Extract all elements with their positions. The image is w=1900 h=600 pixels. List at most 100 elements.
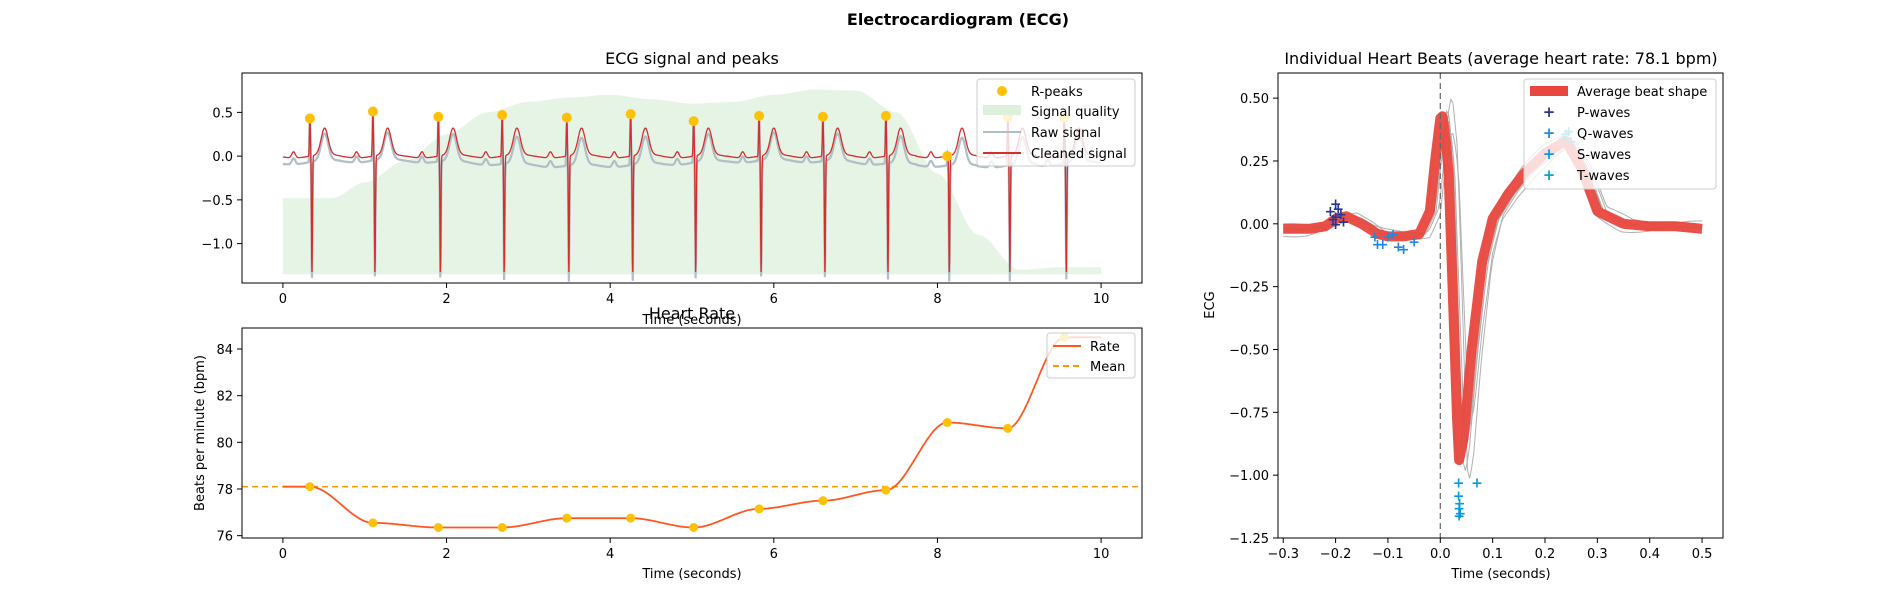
ecg-x-tick-label: 6 (770, 292, 778, 307)
p-wave-marker: + (1330, 217, 1342, 233)
heart-beats-chart: Individual Heart Beats (average heart ra… (1203, 49, 1724, 582)
ecg-y-tick-label: 0.0 (212, 150, 233, 165)
heart-rate-point (562, 513, 572, 523)
heart-rate-line (282, 336, 1102, 529)
heart-rate-chart: Heart Rate 0 2 4 6 8 10 76 78 80 82 84 Time (seco… (193, 304, 1143, 582)
legend-label-t-waves: T-waves (1576, 169, 1630, 184)
cleaned-signal-line (282, 107, 1102, 273)
p-wave-marker: + (1330, 197, 1342, 213)
heart-rate-point (433, 523, 443, 532)
legend-label-r-peaks: R-peaks (1031, 85, 1083, 100)
r-peak-point (688, 116, 699, 127)
ecg-chart-title: ECG signal and peaks (605, 49, 779, 68)
heart-rate-point (881, 485, 891, 495)
beats-y-tick-label: −0.50 (1229, 343, 1269, 358)
beats-x-tick-label: 0.3 (1587, 547, 1608, 562)
beats-y-tick-label: −1.25 (1229, 532, 1269, 547)
raw-signal-line (282, 111, 1102, 282)
ecg-x-tick-label: 8 (933, 292, 941, 307)
p-wave-marker: + (1330, 209, 1342, 225)
heart-rate-point (689, 523, 699, 532)
legend-label-signal-quality: Signal quality (1031, 105, 1120, 120)
legend-label-q-waves: Q-waves (1577, 127, 1634, 142)
beats-y-axis: 0.50 0.25 0.00 −0.25 −0.50 −0.75 −1.00 −1.25 (1229, 92, 1278, 547)
beats-x-axis-label: Time (seconds) (1450, 567, 1550, 582)
heart-rate-point (942, 418, 952, 427)
legend-marker-r-peaks (997, 86, 1007, 96)
ecg-y-tick-label: −1.0 (201, 238, 233, 253)
beats-x-tick-label: 0.1 (1482, 547, 1503, 562)
rate-x-axis: 0 2 4 6 8 10 (279, 538, 1110, 562)
figure-title: Electrocardiogram (ECG) (847, 10, 1069, 29)
beats-legend[interactable]: + + + + Average beat shape P-waves Q-wav… (1523, 78, 1717, 190)
beats-y-tick-label: −0.75 (1229, 406, 1269, 421)
beats-x-tick-label: 0.5 (1692, 547, 1713, 562)
rate-x-tick-label: 6 (770, 547, 778, 562)
heart-rate-point (818, 496, 828, 506)
beats-y-axis-label: ECG (1203, 291, 1218, 318)
ecg-y-axis: 0.5 0.0 −0.5 −1.0 (201, 106, 242, 253)
rate-chart-title: Heart Rate (649, 304, 735, 323)
rate-x-tick-label: 8 (933, 547, 941, 562)
q-wave-marker: + (1382, 229, 1394, 245)
beats-x-tick-label: −0.1 (1372, 547, 1404, 562)
rate-x-tick-label: 4 (606, 547, 614, 562)
beats-chart-title: Individual Heart Beats (average heart ra… (1284, 49, 1717, 68)
beats-x-tick-label: 0.0 (1430, 547, 1451, 562)
q-wave-marker: + (1387, 227, 1399, 243)
ecg-y-tick-label: 0.5 (212, 106, 233, 121)
rate-y-axis-label: Beats per minute (bpm) (193, 355, 208, 511)
p-wave-marker: + (1327, 212, 1339, 228)
r-peak-point (497, 110, 508, 120)
legend-marker-p-waves: + (1543, 103, 1556, 121)
q-wave-marker: + (1398, 242, 1410, 258)
s-wave-marker: + (1471, 476, 1483, 492)
q-wave-marker: + (1408, 234, 1420, 250)
q-wave-marker: + (1377, 237, 1389, 253)
legend-label-cleaned-signal: Cleaned signal (1031, 147, 1127, 162)
rate-x-axis-label: Time (seconds) (641, 567, 741, 582)
legend-marker-q-waves: + (1543, 124, 1556, 142)
beats-axes-frame (1277, 72, 1724, 539)
rate-y-tick-label: 76 (216, 530, 233, 545)
legend-marker-t-waves: + (1543, 166, 1556, 184)
rate-y-tick-label: 82 (216, 390, 233, 405)
legend-label-p-waves: P-waves (1577, 106, 1631, 121)
beats-y-tick-label: 0.25 (1240, 155, 1269, 170)
beats-y-tick-label: −1.00 (1229, 469, 1269, 484)
s-wave-marker: + (1453, 508, 1465, 524)
ecg-chart: ECG signal and peaks 0 2 4 6 8 10 0.5 0.0 −0.5 −… (201, 49, 1143, 328)
rate-y-tick-label: 84 (216, 343, 233, 358)
p-wave-marker: + (1335, 207, 1347, 223)
ecg-x-tick-label: 4 (606, 292, 614, 307)
beats-x-axis: −0.3 −0.2 −0.1 0.0 0.1 0.2 0.3 0.4 0.5 (1267, 538, 1712, 562)
rate-x-tick-label: 2 (442, 547, 450, 562)
legend-label-s-waves: S-waves (1577, 148, 1631, 163)
r-peak-point (433, 111, 444, 122)
ecg-x-tick-label: 0 (279, 292, 287, 307)
s-wave-marker: + (1453, 488, 1465, 504)
r-peak-point (754, 110, 765, 121)
s-wave-marker: + (1453, 501, 1465, 517)
s-wave-marker: + (1453, 476, 1465, 492)
beats-y-tick-label: −0.25 (1229, 281, 1269, 296)
heart-rate-point (754, 504, 764, 514)
p-wave-marker: + (1338, 214, 1350, 230)
heart-rate-point (305, 482, 315, 492)
beats-y-tick-label: 0.00 (1240, 218, 1269, 233)
rate-legend[interactable]: Rate Mean (1046, 332, 1136, 379)
rate-x-tick-label: 10 (1093, 547, 1110, 562)
ecg-x-tick-label: 2 (442, 292, 450, 307)
legend-marker-s-waves: + (1543, 145, 1556, 163)
ecg-x-tick-label: 10 (1093, 292, 1110, 307)
heart-rate-point (1003, 423, 1013, 433)
rate-axes-frame (241, 327, 1143, 539)
ecg-legend[interactable]: R-peaks Signal quality Raw signal Cleane… (976, 78, 1136, 167)
heart-rate-point (497, 523, 507, 532)
beats-x-tick-label: −0.2 (1320, 547, 1352, 562)
r-peak-point (561, 112, 572, 123)
legend-label-mean: Mean (1090, 360, 1125, 375)
q-wave-marker: + (1393, 239, 1405, 255)
r-peak-point (367, 106, 378, 117)
